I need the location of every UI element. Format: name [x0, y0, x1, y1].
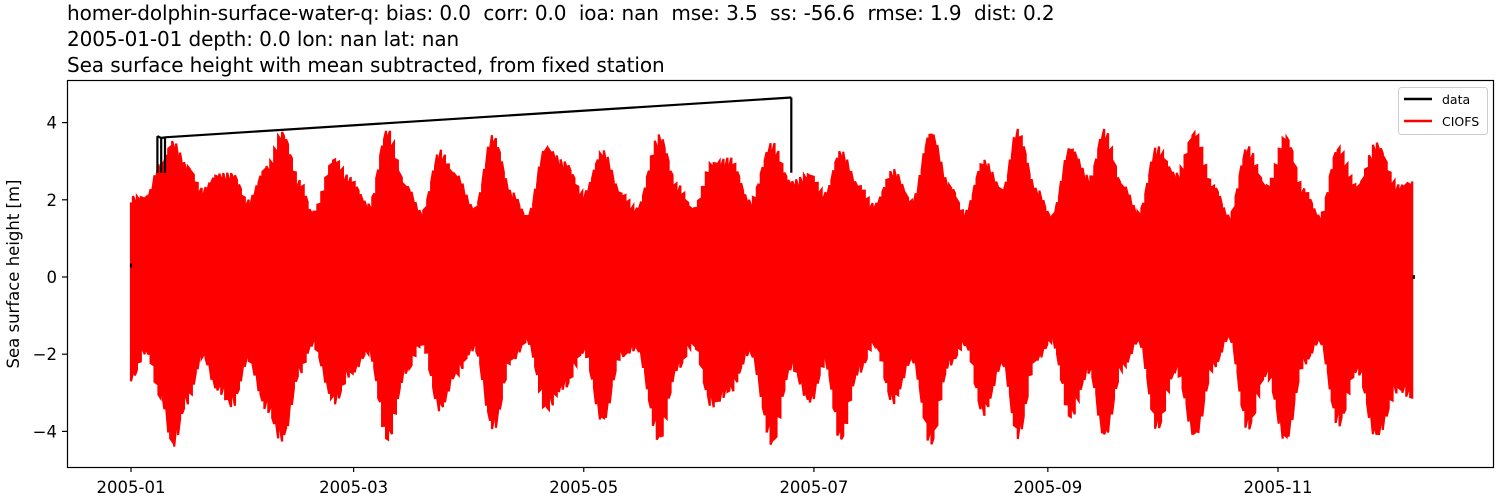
x-tick-label: 2005-11 — [1244, 478, 1313, 497]
title-station-line: 2005-01-01 depth: 0.0 lon: nan lat: nan — [67, 27, 460, 51]
y-axis: 4 2 0 −2 −4 — [33, 114, 67, 441]
y-tick-label: −2 — [33, 345, 57, 364]
ciofs-series-line — [129, 128, 1414, 447]
legend-label-ciofs: CIOFS — [1442, 114, 1479, 129]
title-metrics-line: homer-dolphin-surface-water-q: bias: 0.0… — [67, 1, 1055, 25]
legend-label-data: data — [1442, 92, 1470, 107]
title-description-line: Sea surface height with mean subtracted,… — [67, 53, 665, 77]
y-tick-label: 0 — [47, 268, 58, 287]
axes-frame — [66, 79, 1495, 469]
y-tick-label: 4 — [47, 114, 58, 133]
x-tick-label: 2005-03 — [319, 478, 388, 497]
series-layer — [129, 96, 1415, 447]
y-axis-label: Sea surface height [m] — [4, 180, 23, 369]
legend: data CIOFS — [1398, 87, 1488, 135]
y-tick-label: 2 — [47, 191, 58, 210]
y-tick-label: −4 — [33, 422, 57, 441]
x-tick-label: 2005-07 — [779, 478, 848, 497]
data-series-line — [129, 96, 1415, 279]
x-tick-label: 2005-01 — [97, 478, 166, 497]
chart-title: homer-dolphin-surface-water-q: bias: 0.0… — [67, 0, 1055, 78]
x-axis: 2005-01 2005-03 2005-05 2005-07 2005-09 2005-… — [97, 467, 1313, 497]
x-tick-label: 2005-09 — [1013, 478, 1082, 497]
x-tick-label: 2005-05 — [549, 478, 618, 497]
